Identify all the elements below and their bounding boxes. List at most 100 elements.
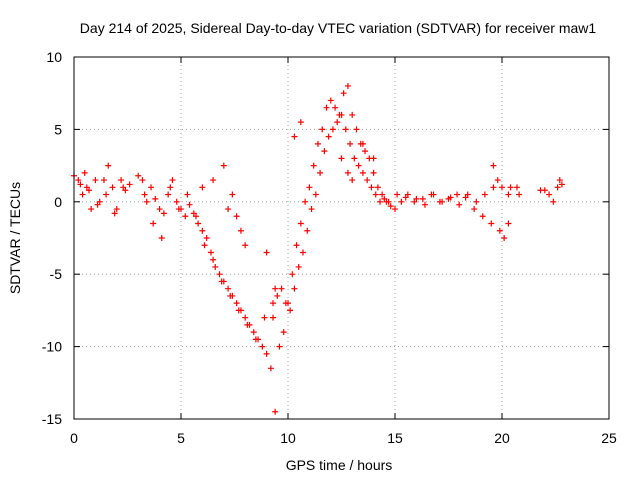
y-axis-label: SDTVAR / TECUs: [7, 182, 23, 294]
data-point: [225, 285, 232, 292]
data-point: [351, 155, 358, 162]
data-point: [304, 227, 311, 234]
data-point: [139, 177, 146, 184]
data-point: [287, 307, 294, 314]
data-point: [160, 210, 167, 217]
data-point: [419, 195, 426, 202]
data-point: [237, 227, 244, 234]
data-point: [126, 181, 133, 188]
data-point: [109, 184, 116, 191]
data-point: [353, 126, 360, 133]
data-point: [152, 195, 159, 202]
data-point: [252, 336, 259, 343]
data-point: [325, 133, 332, 140]
data-point: [276, 343, 283, 350]
data-point: [100, 177, 107, 184]
data-point: [111, 210, 118, 217]
data-point: [332, 104, 339, 111]
data-point: [85, 187, 92, 194]
data-point: [233, 213, 240, 220]
data-point: [184, 191, 191, 198]
data-point: [143, 198, 150, 205]
data-point: [370, 169, 377, 176]
data-point: [75, 177, 82, 184]
data-point: [272, 408, 279, 415]
data-point: [210, 177, 217, 184]
data-point: [359, 140, 366, 147]
data-point: [338, 155, 345, 162]
data-point: [216, 271, 223, 278]
data-point: [398, 198, 405, 205]
data-point: [169, 177, 176, 184]
data-point: [148, 184, 155, 191]
data-point: [355, 162, 362, 169]
data-point: [291, 133, 298, 140]
data-point: [436, 198, 443, 205]
data-point: [505, 191, 512, 198]
data-point: [297, 119, 304, 126]
data-point: [261, 314, 268, 321]
data-point: [263, 249, 270, 256]
y-tick-label: 0: [54, 194, 62, 210]
data-point: [541, 187, 548, 194]
data-point: [88, 206, 95, 213]
plot-frame: [73, 56, 610, 420]
data-point: [321, 148, 328, 155]
x-tick-label: 20: [494, 430, 510, 446]
data-point: [505, 220, 512, 227]
data-point: [359, 169, 366, 176]
data-point: [113, 206, 120, 213]
data-point: [308, 206, 315, 213]
data-point: [103, 191, 110, 198]
data-point: [272, 285, 279, 292]
data-point: [394, 191, 401, 198]
data-point: [445, 195, 452, 202]
data-point: [411, 198, 418, 205]
data-point: [385, 198, 392, 205]
data-point: [516, 191, 523, 198]
data-point: [195, 220, 202, 227]
data-point: [306, 184, 313, 191]
data-point: [344, 169, 351, 176]
data-point: [210, 256, 217, 263]
data-point: [462, 194, 469, 201]
data-point: [323, 104, 330, 111]
data-point: [150, 220, 157, 227]
data-point: [291, 285, 298, 292]
data-point: [297, 220, 304, 227]
data-point: [158, 235, 165, 241]
data-point: [135, 172, 142, 179]
data-point: [94, 201, 101, 208]
data-point: [473, 198, 480, 205]
data-point: [372, 191, 379, 198]
data-point: [342, 126, 349, 133]
data-point: [327, 97, 334, 104]
data-point: [218, 278, 225, 285]
data-point: [471, 206, 478, 213]
data-point: [293, 242, 300, 249]
data-point: [379, 191, 386, 198]
data-point: [182, 213, 189, 220]
data-point: [81, 169, 88, 176]
data-point: [387, 203, 394, 210]
data-point: [259, 343, 266, 350]
data-point: [334, 119, 341, 126]
y-tick-label: -15: [42, 411, 62, 427]
data-point: [312, 191, 319, 198]
data-point: [79, 191, 86, 198]
x-tick-label: 5: [177, 430, 185, 446]
data-point: [225, 206, 232, 213]
data-point: [368, 184, 375, 191]
data-point: [105, 162, 112, 169]
data-point: [392, 206, 398, 213]
data-point: [242, 242, 249, 249]
data-point: [319, 126, 326, 133]
data-point: [554, 184, 561, 191]
data-point: [270, 300, 277, 307]
data-point: [344, 82, 351, 89]
data-point: [381, 195, 388, 202]
data-point: [499, 184, 505, 191]
data-point: [233, 300, 240, 307]
